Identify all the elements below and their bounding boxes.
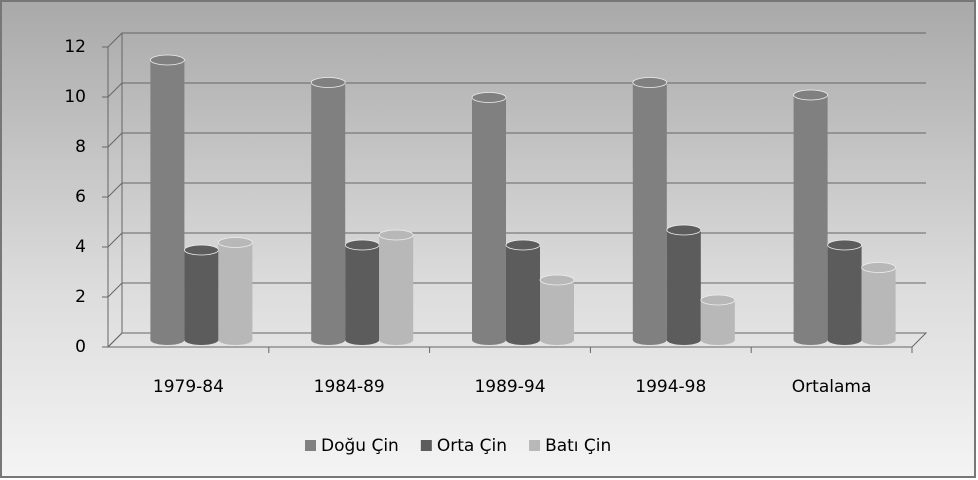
bar-top <box>666 224 702 236</box>
bar <box>345 245 380 340</box>
y-tick-label: 0 <box>75 337 86 357</box>
bar <box>184 250 219 340</box>
bar-base <box>472 335 506 345</box>
y-tick-label: 2 <box>75 287 86 307</box>
legend-swatch <box>529 440 541 451</box>
grid-line <box>107 32 926 48</box>
bar-top <box>149 54 185 66</box>
legend-label: Doğu Çin <box>321 436 399 456</box>
bar-base <box>311 335 346 345</box>
x-tick-label: 1984-89 <box>314 377 385 397</box>
bar <box>666 230 701 340</box>
bar-top <box>700 294 736 306</box>
bar-top <box>539 274 575 286</box>
bar-base <box>184 335 219 345</box>
bar-top <box>827 239 862 251</box>
bar-base <box>218 335 253 345</box>
bar-base <box>861 335 896 345</box>
y-tick-label: 4 <box>75 237 86 257</box>
bar <box>632 82 667 340</box>
bar-base <box>345 335 380 345</box>
legend-label: Batı Çin <box>545 436 611 456</box>
bar-top <box>632 77 668 88</box>
bar <box>540 280 574 340</box>
x-tick-label: 1989-94 <box>474 377 545 397</box>
bar-base <box>540 335 574 345</box>
legend-swatch <box>420 440 432 451</box>
bar <box>700 300 735 340</box>
bar-top <box>344 239 380 251</box>
y-tick-label: 12 <box>64 37 86 57</box>
x-tick-label: Ortalama <box>792 377 872 397</box>
bar-top <box>505 239 541 251</box>
bar <box>150 60 185 340</box>
y-tick-label: 6 <box>75 187 86 207</box>
bar <box>311 82 346 340</box>
legend-swatch <box>305 440 316 451</box>
bar <box>379 235 414 340</box>
bar-base <box>506 335 540 345</box>
bar-base <box>632 335 667 345</box>
bar <box>472 97 506 340</box>
bar <box>793 95 828 340</box>
bar-top <box>183 244 219 256</box>
bar-base <box>150 335 185 345</box>
y-tick-label: 10 <box>64 87 86 107</box>
bar <box>827 245 862 340</box>
y-tick-label: 8 <box>75 137 86 157</box>
bar <box>861 267 896 340</box>
bar <box>218 242 253 340</box>
legend-label: Orta Çin <box>437 436 507 456</box>
bar-top <box>378 229 414 241</box>
bar-base <box>666 335 701 345</box>
bar-base <box>827 335 862 345</box>
bar-top <box>217 237 253 248</box>
x-tick-label: 1994-98 <box>635 377 706 397</box>
bar-base <box>379 335 414 345</box>
bar-top <box>310 77 346 88</box>
bar-base <box>793 335 828 345</box>
bar-top <box>471 92 507 103</box>
bar-top <box>861 262 896 273</box>
x-tick-label: 1979-84 <box>153 377 224 397</box>
bar-top <box>793 89 828 101</box>
bar-base <box>700 335 735 345</box>
bar <box>506 245 540 340</box>
